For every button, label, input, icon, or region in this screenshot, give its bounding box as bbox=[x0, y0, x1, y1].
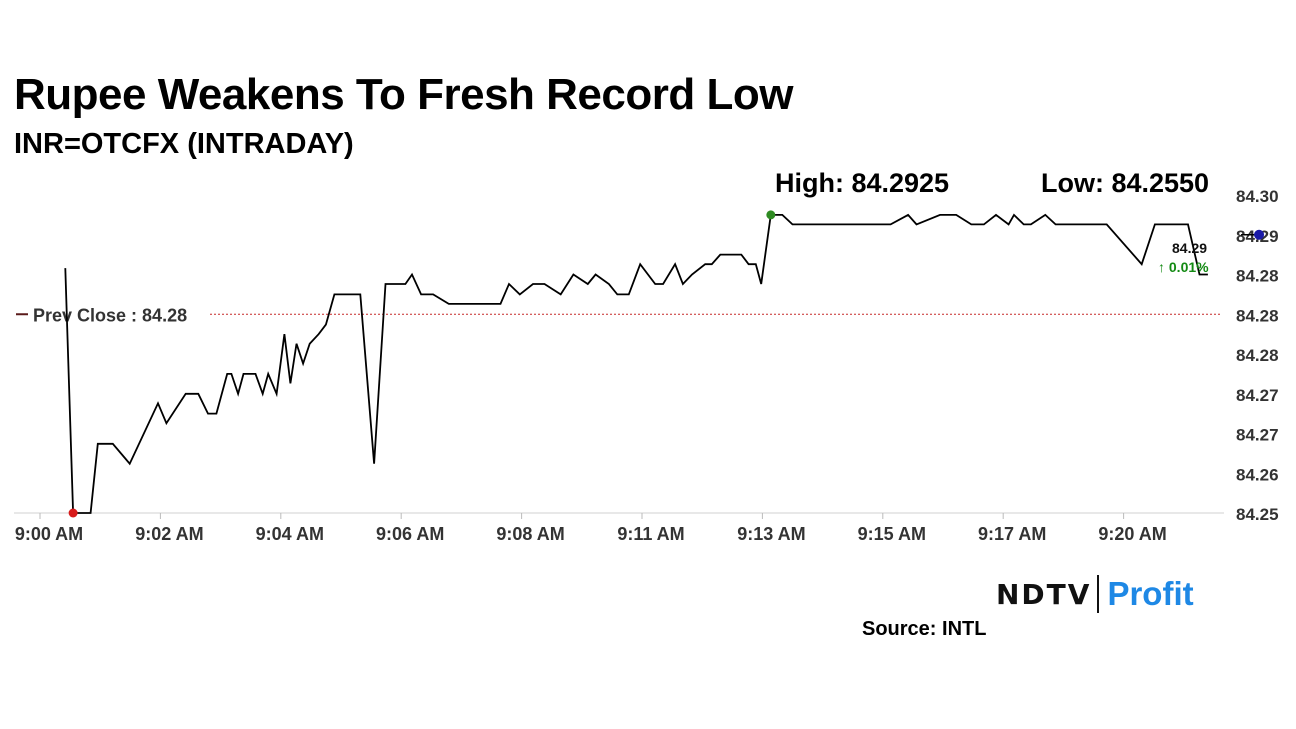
chart-subtitle: INR=OTCFX (INTRADAY) bbox=[14, 128, 354, 160]
chart-title: Rupee Weakens To Fresh Record Low bbox=[14, 70, 793, 119]
high-label: High: 84.2925 bbox=[775, 168, 950, 198]
x-tick-label: 9:08 AM bbox=[496, 524, 564, 544]
last-point-marker bbox=[1254, 229, 1265, 240]
x-tick-label: 9:04 AM bbox=[256, 524, 324, 544]
y-tick-label: 84.28 bbox=[1236, 346, 1279, 365]
x-tick-label: 9:11 AM bbox=[617, 524, 684, 544]
x-tick-label: 9:20 AM bbox=[1098, 524, 1166, 544]
high-point-marker bbox=[766, 210, 776, 220]
y-tick-label: 84.26 bbox=[1236, 465, 1279, 484]
y-tick-label: 84.25 bbox=[1236, 505, 1279, 524]
ndtv-profit-logo: NDTV Profit bbox=[996, 572, 1194, 616]
last-value-label: 84.29 bbox=[1172, 240, 1207, 256]
brand-profit: Profit bbox=[1107, 575, 1194, 612]
y-tick-label: 84.27 bbox=[1236, 426, 1279, 445]
x-tick-label: 9:17 AM bbox=[978, 524, 1046, 544]
change-label: ↑ 0.01% bbox=[1158, 259, 1209, 275]
source-note: Source: INTL bbox=[862, 618, 987, 640]
x-axis-ticks: 9:00 AM 9:02 AM 9:04 AM 9:06 AM 9:08 AM 9:11 … bbox=[15, 513, 1167, 544]
x-tick-label: 9:00 AM bbox=[15, 524, 83, 544]
y-tick-label: 84.27 bbox=[1236, 386, 1279, 405]
prev-close-label: Prev Close : 84.28 bbox=[33, 305, 187, 325]
y-tick-label: 84.28 bbox=[1236, 306, 1279, 325]
brand-divider bbox=[1097, 575, 1100, 613]
x-tick-label: 9:02 AM bbox=[135, 524, 203, 544]
y-tick-label: 84.30 bbox=[1236, 187, 1279, 206]
y-tick-label: 84.28 bbox=[1236, 267, 1279, 286]
x-tick-label: 9:15 AM bbox=[858, 524, 926, 544]
brand-ndtv: NDTV bbox=[996, 577, 1092, 611]
prev-close-group: Prev Close : 84.28 bbox=[16, 305, 1222, 325]
x-tick-label: 9:06 AM bbox=[376, 524, 444, 544]
low-label: Low: 84.2550 bbox=[1041, 168, 1210, 198]
x-tick-label: 9:13 AM bbox=[737, 524, 805, 544]
low-point-marker bbox=[68, 508, 78, 518]
price-series-line bbox=[64, 213, 1208, 514]
